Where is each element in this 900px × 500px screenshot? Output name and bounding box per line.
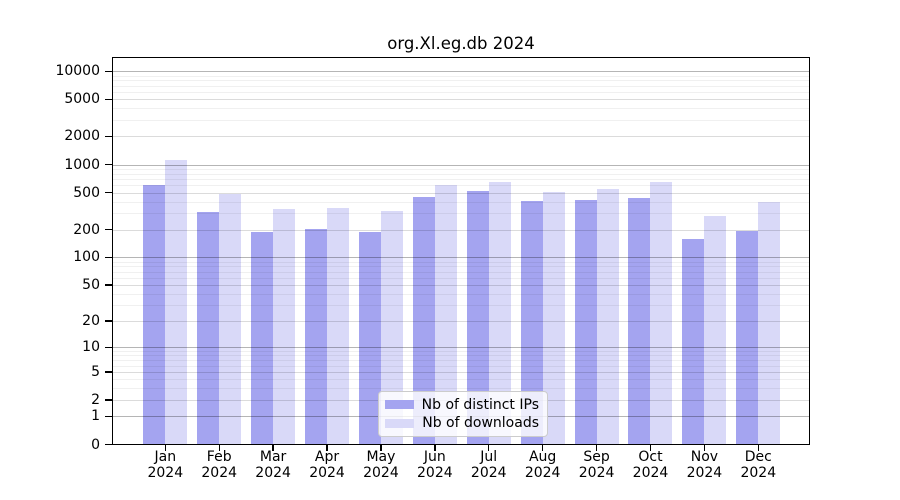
x-tick-mark	[380, 445, 382, 451]
legend-label-distinct-ips: Nb of distinct IPs	[421, 396, 539, 413]
y-tick-mark	[105, 320, 112, 322]
x-tick-mark	[595, 445, 598, 451]
x-tick-label: Aug 2024	[524, 449, 561, 481]
y-tick-mark	[105, 70, 112, 72]
x-tick-label: Feb 2024	[201, 449, 238, 481]
y-tick-label: 10	[82, 339, 100, 356]
x-tick-mark	[757, 445, 759, 451]
x-tick-mark	[218, 445, 220, 451]
y-tick-mark	[105, 399, 112, 401]
y-tick-label: 5000	[64, 91, 100, 108]
x-tick-mark	[541, 445, 544, 451]
y-tick-mark	[105, 346, 112, 349]
x-tick-label: Apr 2024	[309, 449, 345, 481]
x-tick-label: Jun 2024	[417, 449, 453, 481]
x-tick-label: Jul 2024	[470, 449, 507, 481]
y-tick-mark	[105, 256, 112, 259]
y-tick-label: 1	[91, 408, 100, 425]
chart-title: org.Xl.eg.db 2024	[387, 34, 535, 53]
y-tick-label: 2000	[64, 128, 100, 145]
x-tick-mark	[326, 445, 328, 451]
y-tick-mark	[105, 98, 112, 101]
legend-item-distinct-ips: Nb of distinct IPs	[385, 397, 539, 413]
y-tick-mark	[105, 371, 112, 373]
y-tick-label: 50	[82, 277, 100, 294]
y-tick-mark	[105, 191, 112, 194]
y-tick-mark	[105, 415, 112, 418]
legend-label-downloads: Nb of downloads	[422, 415, 539, 432]
y-tick-mark	[105, 163, 112, 166]
x-tick-label: Dec 2024	[740, 449, 777, 481]
y-tick-mark	[105, 228, 112, 231]
x-tick-mark	[272, 445, 274, 451]
y-tick-label: 0	[91, 436, 100, 453]
x-tick-label: Jan 2024	[147, 449, 184, 481]
legend-swatch-downloads-icon	[385, 418, 415, 428]
y-tick-label: 2	[91, 391, 100, 408]
x-tick-label: May 2024	[363, 449, 399, 481]
x-tick-mark	[649, 445, 652, 451]
y-tick-label: 500	[73, 184, 100, 201]
plot-area	[112, 57, 810, 445]
x-tick-mark	[488, 445, 490, 451]
y-tick-label: 100	[73, 249, 100, 266]
legend-item-downloads: Nb of downloads	[385, 415, 539, 431]
y-tick-mark	[105, 135, 112, 138]
y-tick-label: 5	[91, 363, 100, 380]
y-tick-mark	[105, 443, 112, 446]
x-tick-mark	[164, 445, 166, 451]
x-tick-label: Nov 2024	[686, 449, 723, 481]
legend-swatch-distinct-ips-icon	[385, 400, 414, 410]
x-tick-label: Oct 2024	[632, 449, 669, 481]
x-tick-label: Sep 2024	[578, 449, 615, 481]
y-tick-label: 10000	[55, 63, 100, 80]
y-tick-label: 200	[73, 221, 100, 238]
y-tick-label: 20	[82, 313, 100, 330]
y-tick-mark	[105, 284, 112, 286]
x-tick-mark	[703, 445, 706, 451]
x-tick-mark	[434, 445, 436, 451]
x-tick-label: Mar 2024	[255, 449, 291, 481]
y-tick-label: 1000	[64, 156, 100, 173]
legend: Nb of distinct IPs Nb of downloads	[378, 391, 548, 437]
